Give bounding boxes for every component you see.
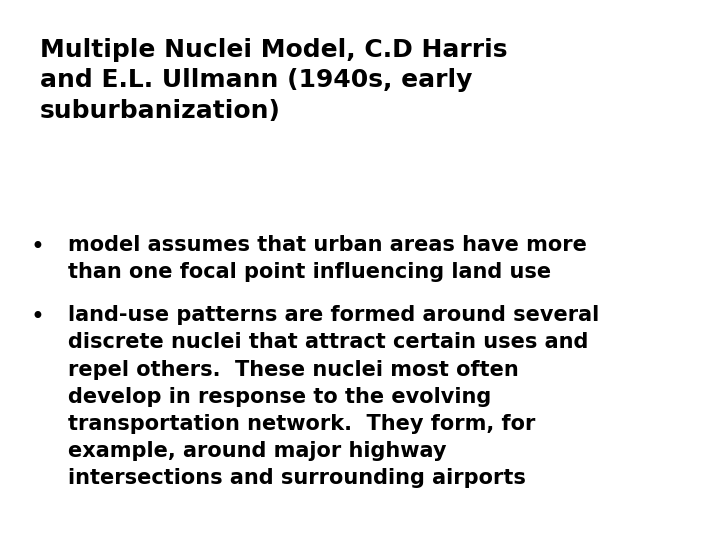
Text: land-use patterns are formed around several
discrete nuclei that attract certain: land-use patterns are formed around seve… (68, 305, 600, 488)
Text: model assumes that urban areas have more
than one focal point influencing land u: model assumes that urban areas have more… (68, 235, 588, 282)
Text: •: • (30, 305, 44, 329)
Text: •: • (30, 235, 44, 259)
Text: Multiple Nuclei Model, C.D Harris
and E.L. Ullmann (1940s, early
suburbanization: Multiple Nuclei Model, C.D Harris and E.… (40, 38, 507, 123)
